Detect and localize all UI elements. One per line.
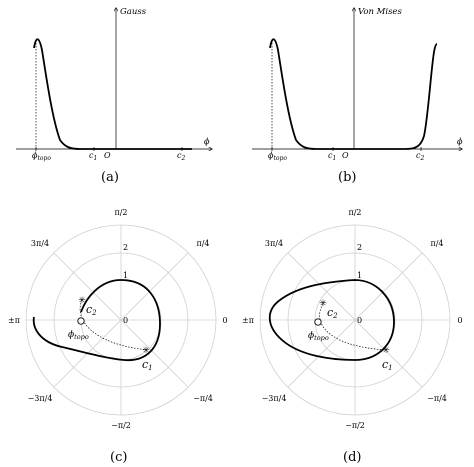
angle-label-top: π/2 [348, 208, 361, 217]
gauss-curve [33, 38, 192, 150]
angle-label-bottom: −π/2 [345, 421, 365, 430]
angle-label-top: π/2 [114, 208, 127, 217]
polar-curve [268, 279, 395, 361]
x-axis-symbol: ϕ [457, 137, 463, 146]
panel-label: (c) [110, 450, 127, 465]
angle-label-bottom-left: −3π/4 [262, 394, 287, 403]
radial-label-0: 0 [357, 316, 362, 325]
angle-label-top-right: π/4 [196, 239, 209, 248]
phi-topo-label: ϕtopo [68, 330, 89, 341]
von-mises-curve [269, 38, 438, 150]
x-axis-symbol: ϕ [204, 137, 210, 146]
tick-label-phi-topo: ϕtopo [268, 151, 287, 162]
tick-label-c1: c1 [89, 151, 97, 162]
c1-marker: ✳ [142, 346, 150, 356]
radial-label-2: 2 [123, 243, 128, 252]
phi-topo-marker [77, 317, 85, 325]
phi-topo-label: ϕtopo [308, 331, 329, 342]
c2-marker: ✳ [78, 296, 86, 306]
radial-label-0: 0 [123, 316, 128, 325]
tick-label-origin: O [104, 151, 111, 160]
tick-label-phi-topo: ϕtopo [32, 151, 51, 162]
polar-spoke-diag-2 [53, 252, 189, 388]
curve-label: Gauss [120, 7, 147, 17]
radial-label-2: 2 [357, 243, 362, 252]
radial-label-1: 1 [357, 271, 362, 280]
c2-label: c2 [327, 306, 338, 320]
angle-label-top-left: 3π/4 [265, 239, 283, 248]
angle-label-bottom: −π/2 [111, 421, 131, 430]
c2-marker: ✳ [319, 299, 327, 309]
angle-label-right: 0 [457, 316, 462, 325]
panel-a: Gauss ϕ ϕtopo c1 O c2 (a) [16, 7, 212, 185]
panel-label: (b) [338, 170, 356, 185]
polar-spoke-diag-2 [287, 252, 423, 388]
c1-label: c1 [382, 358, 393, 372]
angle-label-left: ±π [242, 316, 254, 325]
angle-label-left: ±π [8, 316, 20, 325]
phi-topo-marker [314, 318, 322, 326]
curve-label: Von Mises [358, 7, 402, 17]
tick-label-origin: O [342, 151, 349, 160]
panel-label: (d) [343, 450, 361, 465]
panel-b: Von Mises ϕ ϕtopo c1 O c2 (b) [252, 7, 463, 185]
tick-label-c1: c1 [328, 151, 336, 162]
panel-c: ✳ ✳ c1 c2 ϕtopo π/2 π/4 0 −π/4 −π/2 −3π/… [8, 208, 228, 465]
angle-label-top-right: π/4 [430, 239, 443, 248]
panel-label: (a) [101, 170, 119, 185]
radial-label-1: 1 [123, 271, 128, 280]
c1-label: c1 [142, 358, 153, 372]
c2-label: c2 [86, 303, 97, 317]
polar-curve [32, 279, 161, 361]
geodesic-guide [79, 299, 149, 351]
angle-label-bottom-right: −π/4 [427, 394, 447, 403]
c1-marker: ✳ [382, 346, 390, 356]
angle-label-top-left: 3π/4 [31, 239, 49, 248]
panel-d: ✳ ✳ c1 c2 ϕtopo π/2 π/4 0 −π/4 −π/2 −3π/… [242, 208, 463, 465]
angle-label-bottom-right: −π/4 [193, 394, 213, 403]
geodesic-guide [319, 303, 387, 351]
tick-label-c2: c2 [177, 151, 185, 162]
tick-label-c2: c2 [416, 151, 424, 162]
angle-label-right: 0 [222, 316, 227, 325]
angle-label-bottom-left: −3π/4 [28, 394, 53, 403]
